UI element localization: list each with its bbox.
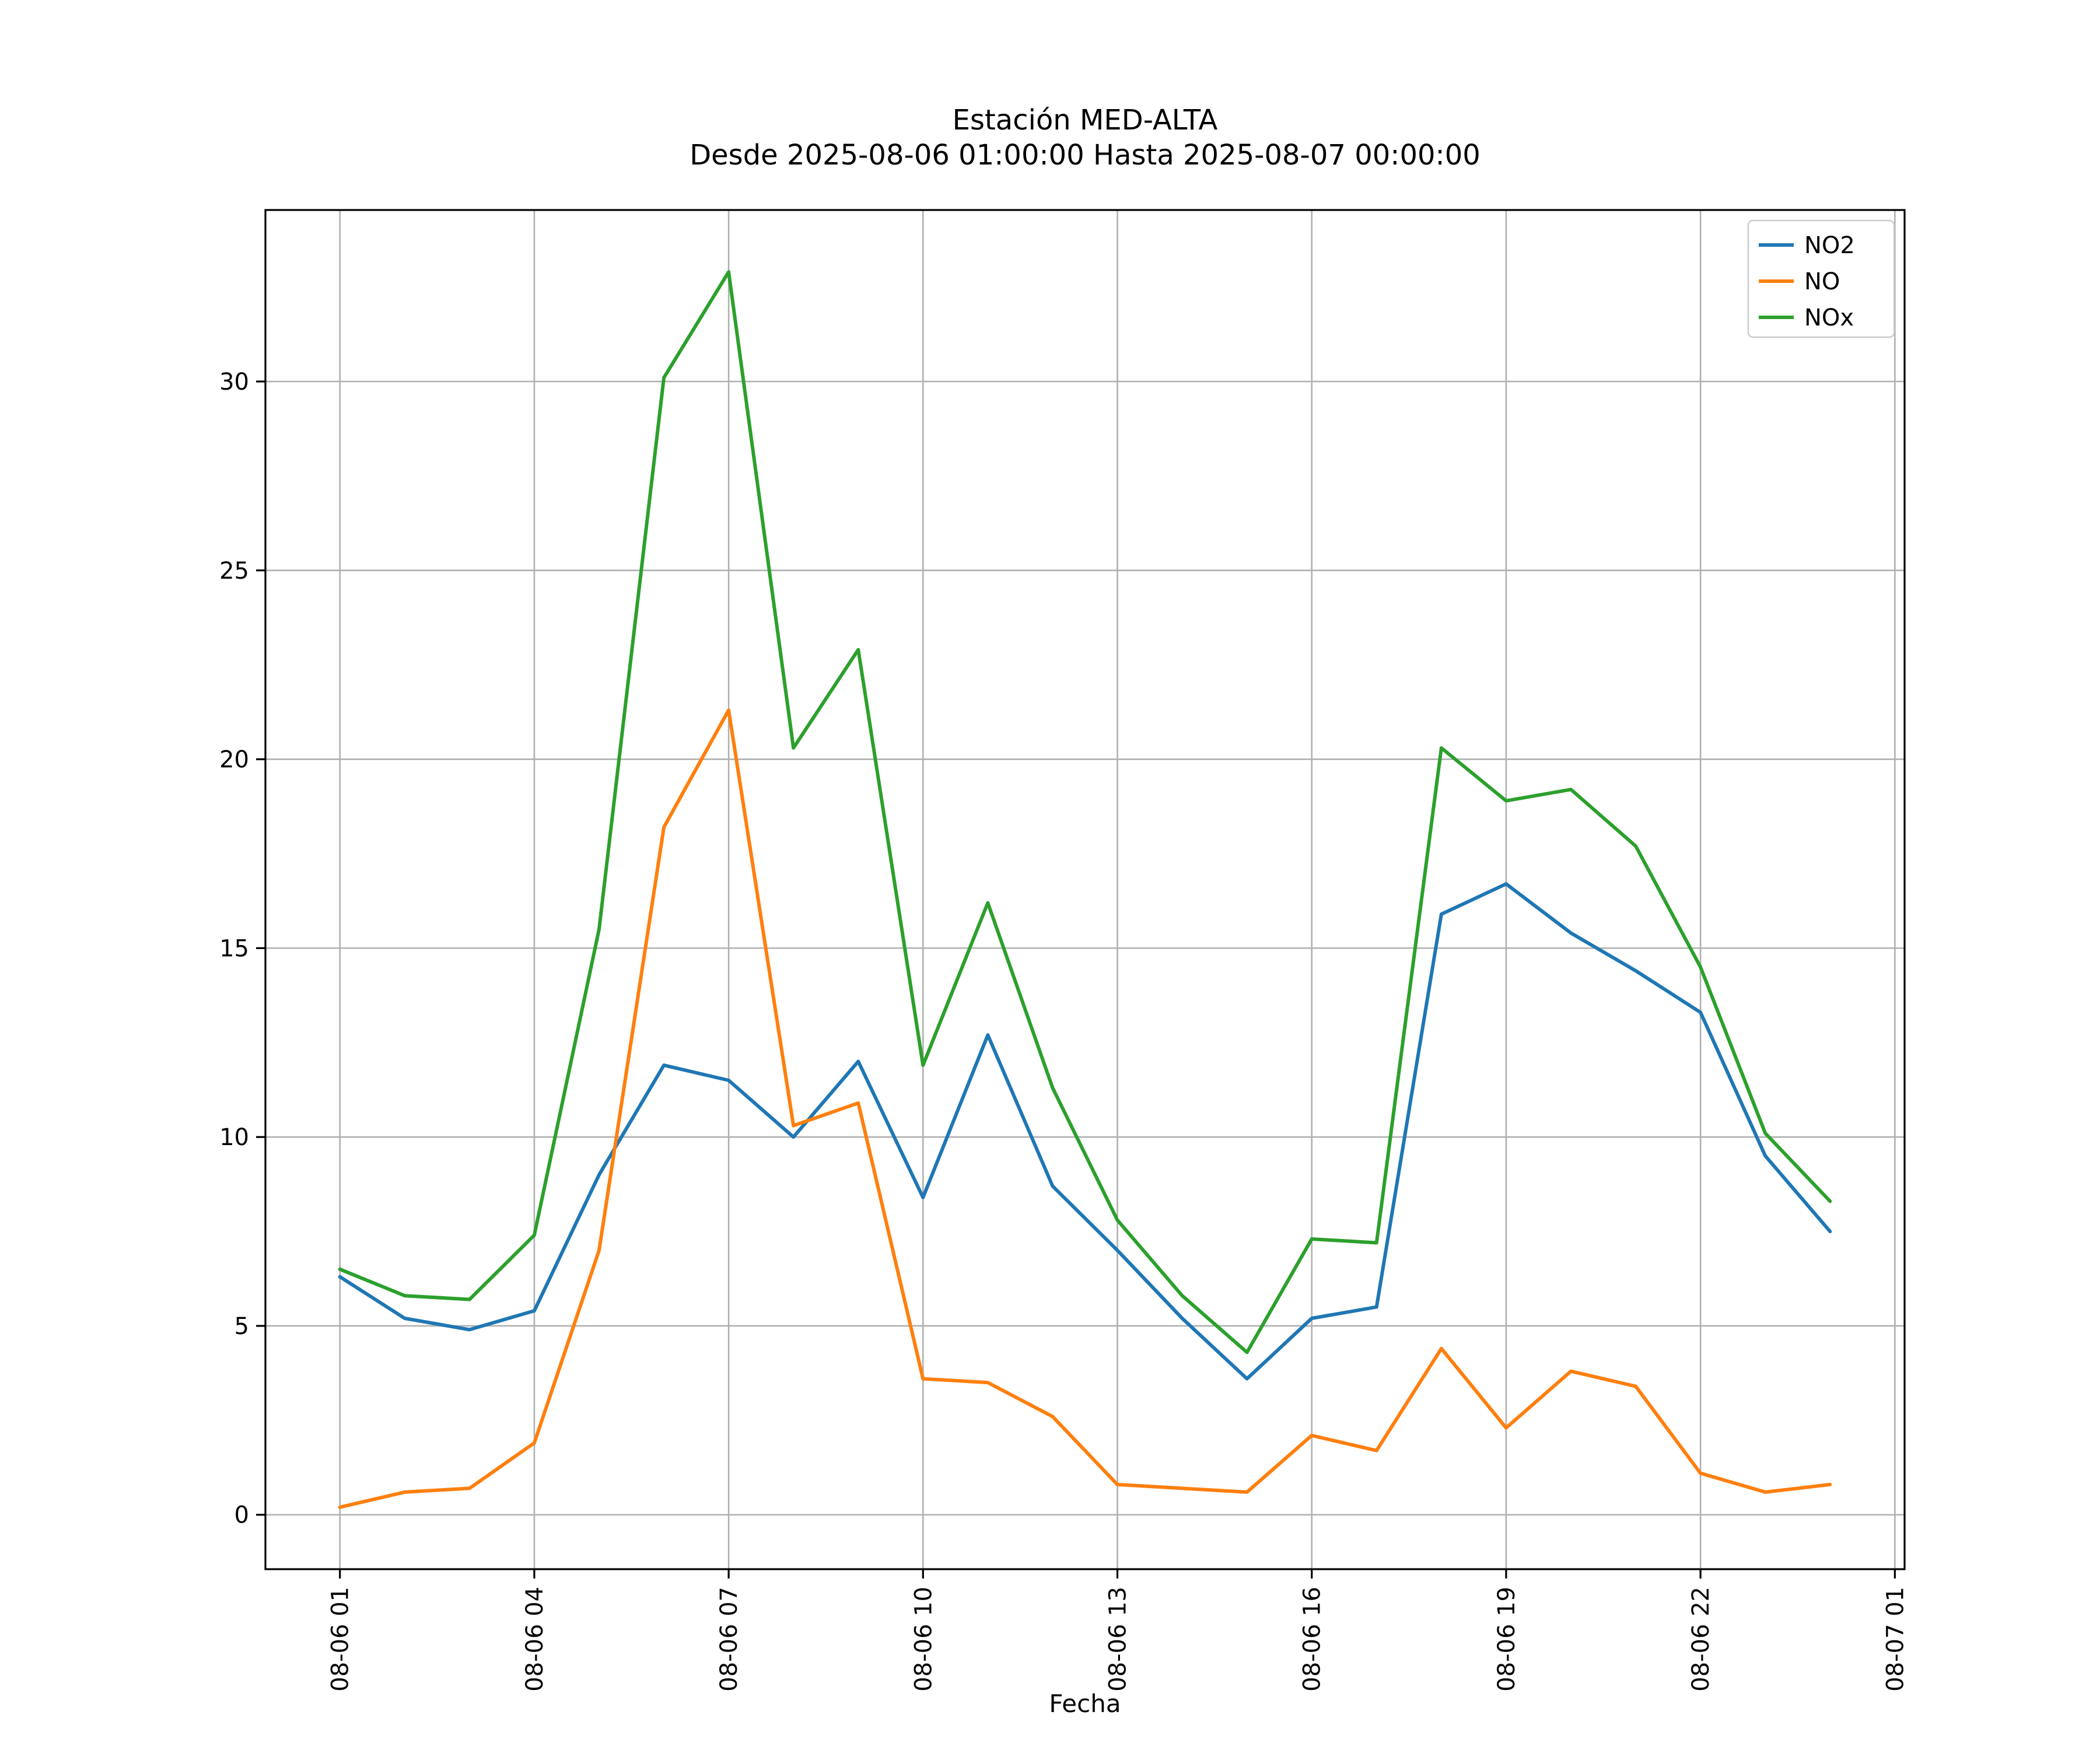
chart-title: Estación MED-ALTA — [952, 104, 1218, 136]
x-tick-label: 08-06 10 — [910, 1587, 937, 1692]
y-tick-label: 0 — [235, 1502, 249, 1529]
legend-label-NO2: NO2 — [1804, 232, 1855, 259]
y-tick-label: 5 — [235, 1313, 249, 1340]
axes-border — [264, 209, 1906, 1570]
x-tick-label: 08-06 22 — [1688, 1587, 1714, 1692]
x-tick-label: 08-06 13 — [1105, 1587, 1132, 1692]
x-tick-label: 08-06 19 — [1493, 1587, 1520, 1692]
series-line-NO — [338, 708, 1832, 1509]
x-tick-label: 08-07 01 — [1882, 1587, 1909, 1692]
legend-label-NOx: NOx — [1804, 304, 1854, 331]
series-line-NOx — [338, 270, 1832, 1354]
chart-subtitle: Desde 2025-08-06 01:00:00 Hasta 2025-08-… — [690, 139, 1480, 172]
chart-title-block: Estación MED-ALTA Desde 2025-08-06 01:00… — [265, 103, 1905, 173]
y-tick-label: 25 — [219, 558, 249, 584]
x-tick-label: 08-06 04 — [522, 1587, 548, 1692]
series-line-NO2 — [338, 882, 1832, 1381]
y-tick-label: 15 — [219, 935, 249, 962]
legend-box — [1747, 219, 1895, 338]
x-tick-label: 08-06 16 — [1299, 1587, 1326, 1692]
x-tick-label: 08-06 07 — [716, 1587, 743, 1692]
y-tick-label: 20 — [219, 747, 249, 774]
legend-label-NO: NO — [1804, 268, 1840, 295]
x-tick-label: 08-06 01 — [327, 1587, 354, 1692]
y-tick-label: 30 — [219, 369, 249, 396]
legend: NO2 NO NOx — [1747, 219, 1895, 338]
y-tick-label: 10 — [219, 1124, 249, 1151]
grid — [265, 210, 1905, 1569]
x-axis-label: Fecha — [1049, 1689, 1121, 1718]
